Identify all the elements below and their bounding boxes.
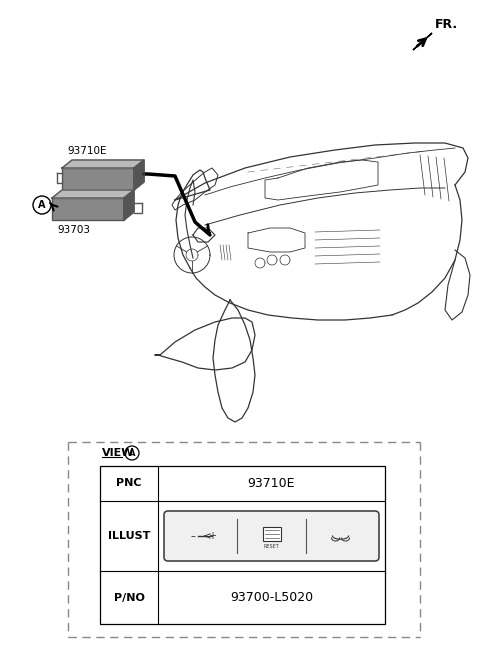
Polygon shape — [124, 190, 134, 220]
Text: 93703: 93703 — [57, 225, 90, 235]
FancyBboxPatch shape — [62, 168, 134, 190]
FancyBboxPatch shape — [100, 466, 385, 624]
Text: PNC: PNC — [116, 478, 142, 489]
FancyBboxPatch shape — [263, 527, 280, 541]
Text: –: – — [190, 531, 195, 541]
Text: 93700-L5020: 93700-L5020 — [230, 591, 313, 604]
Text: +: + — [208, 531, 216, 541]
Polygon shape — [413, 33, 432, 50]
Text: RESET: RESET — [264, 544, 279, 549]
Text: A: A — [129, 449, 135, 457]
Text: ILLUST: ILLUST — [108, 531, 150, 541]
Polygon shape — [134, 160, 144, 190]
FancyBboxPatch shape — [164, 511, 379, 561]
Text: VIEW: VIEW — [102, 448, 134, 458]
FancyBboxPatch shape — [52, 198, 124, 220]
Text: 93710E: 93710E — [248, 477, 295, 490]
Text: P/NO: P/NO — [114, 593, 144, 602]
Text: 93710E: 93710E — [67, 146, 107, 156]
Polygon shape — [52, 190, 134, 198]
Polygon shape — [62, 160, 144, 168]
Text: FR.: FR. — [435, 18, 458, 31]
Text: A: A — [38, 200, 46, 210]
